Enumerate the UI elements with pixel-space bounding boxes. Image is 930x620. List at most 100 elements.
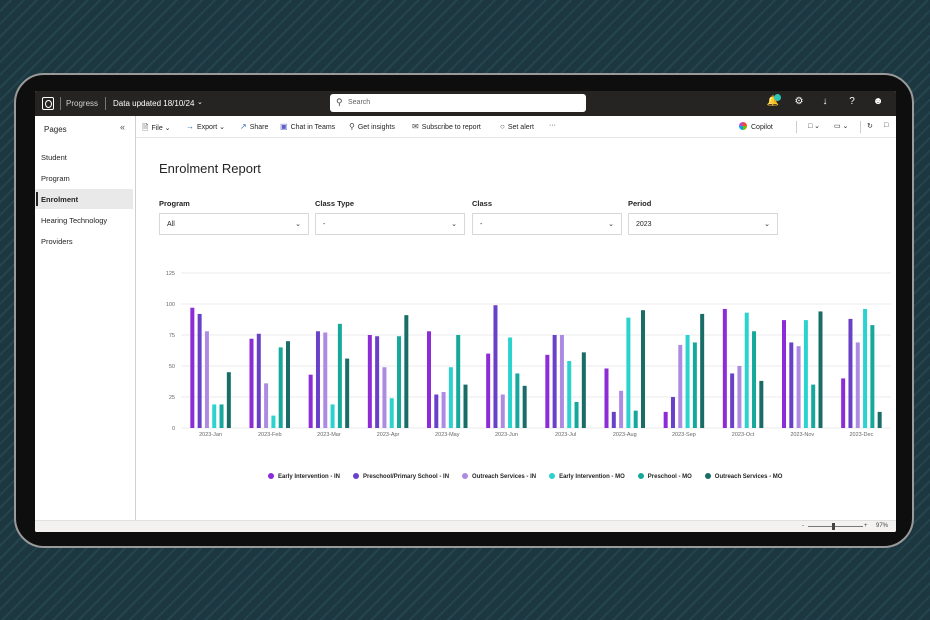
subscribe-button[interactable]: ✉ Subscribe to report (412, 122, 481, 131)
chart-bar[interactable] (818, 311, 823, 428)
zoom-level[interactable]: 97% (876, 523, 889, 529)
chart-bar[interactable] (367, 335, 372, 428)
chart-bar[interactable] (700, 313, 705, 428)
comment-icon[interactable]: □ (884, 122, 889, 129)
chart-bar[interactable] (190, 307, 195, 428)
chart-bar[interactable] (626, 317, 631, 428)
chart-bar[interactable] (500, 394, 505, 428)
slicer-dropdown[interactable]: 2023 ⌄ (628, 213, 778, 235)
chart-bar[interactable] (863, 308, 868, 428)
chart-bar[interactable] (249, 338, 254, 428)
help-icon[interactable]: ? (849, 96, 855, 107)
refresh-icon[interactable]: ↻ (867, 123, 873, 130)
chart-bar[interactable] (796, 346, 801, 428)
zoom-out-button[interactable]: - (802, 523, 804, 529)
chart-bar[interactable] (841, 378, 846, 428)
chart-bar[interactable] (730, 373, 735, 428)
chart-bar[interactable] (803, 320, 808, 428)
chart-bar[interactable] (441, 392, 446, 428)
slicer-dropdown[interactable]: - ⌄ (315, 213, 465, 235)
chart-bar[interactable] (692, 342, 697, 428)
chart-bar[interactable] (567, 361, 572, 428)
app-name[interactable]: Progress (66, 99, 99, 108)
chart-bar[interactable] (463, 384, 468, 428)
chart-bar[interactable] (641, 310, 645, 428)
share-button[interactable]: ↗ Share (240, 122, 269, 131)
powerbi-logo-icon[interactable] (42, 97, 54, 110)
download-icon[interactable]: ↓ (822, 96, 828, 107)
chart-bar[interactable] (456, 335, 461, 428)
chart-bar[interactable] (545, 354, 550, 428)
search-input[interactable]: ⚲ Search (330, 94, 586, 112)
chart-bar[interactable] (877, 411, 882, 428)
chart-bar[interactable] (752, 331, 757, 428)
chart-bar[interactable] (574, 401, 579, 428)
chart-bar[interactable] (737, 366, 742, 428)
chart-bar[interactable] (434, 394, 439, 428)
export-menu[interactable]: → Export ⌄ (186, 122, 226, 131)
chart-bar[interactable] (685, 335, 690, 428)
chart-bar[interactable] (604, 368, 609, 428)
chart-bar[interactable] (515, 373, 520, 428)
nav-item-hearing-technology[interactable]: Hearing Technology (35, 210, 133, 230)
nav-item-enrolment[interactable]: Enrolment (35, 189, 133, 209)
file-menu[interactable]: 🗎 File ⌄ (142, 123, 171, 132)
chart-bar[interactable] (337, 323, 342, 428)
gear-icon[interactable]: ⚙ (794, 96, 804, 107)
nav-item-providers[interactable]: Providers (35, 231, 133, 251)
chart-bar[interactable] (663, 411, 668, 428)
chart-bar[interactable] (404, 315, 409, 428)
notification-bell-icon[interactable]: 🔔 (766, 96, 780, 107)
chart-bar[interactable] (308, 374, 313, 428)
chart-bar[interactable] (330, 404, 335, 428)
slicer-dropdown[interactable]: All ⌄ (159, 213, 309, 235)
chart-bar[interactable] (486, 353, 491, 428)
chart-bar[interactable] (256, 333, 261, 428)
chart-bar[interactable] (448, 367, 453, 428)
chart-bar[interactable] (522, 385, 527, 428)
chart-bar[interactable] (678, 344, 683, 428)
chart-bar[interactable] (315, 331, 320, 428)
legend-item[interactable]: Outreach Services - MO (704, 473, 782, 480)
chart-bar[interactable] (552, 335, 557, 428)
chart-bar[interactable] (759, 380, 764, 428)
chart-bar[interactable] (323, 332, 328, 428)
chart-bar[interactable] (493, 305, 498, 428)
chart-bar[interactable] (397, 336, 402, 428)
chart-bar[interactable] (633, 410, 638, 428)
chart-bar[interactable] (508, 337, 513, 428)
zoom-slider-thumb[interactable] (832, 523, 835, 530)
legend-item[interactable]: Early Intervention - MO (549, 473, 625, 480)
chart-bar[interactable] (226, 372, 231, 428)
chart-bar[interactable] (264, 383, 269, 428)
chart-bar[interactable] (559, 335, 564, 428)
bookmark-icon[interactable]: □ ⌄ (808, 123, 821, 130)
legend-item[interactable]: Early Intervention - IN (268, 473, 340, 480)
chevron-down-icon[interactable]: ⌄ (197, 99, 203, 106)
chart-bar[interactable] (855, 342, 860, 428)
chart-bar[interactable] (375, 336, 380, 428)
chart-bar[interactable] (581, 352, 586, 428)
zoom-slider-track[interactable] (808, 526, 863, 527)
chart-bar[interactable] (427, 331, 431, 428)
chart-bar[interactable] (212, 404, 217, 428)
set-alert-button[interactable]: ○ Set alert (500, 122, 534, 131)
chart-bar[interactable] (197, 313, 202, 428)
chart-bar[interactable] (619, 390, 624, 428)
legend-item[interactable]: Outreach Services - IN (462, 473, 536, 480)
chart-bar[interactable] (382, 367, 387, 428)
chart-bar[interactable] (204, 331, 209, 428)
nav-item-student[interactable]: Student (35, 147, 133, 167)
chart-bar[interactable] (744, 312, 749, 428)
chart-bar[interactable] (271, 415, 276, 428)
more-options-button[interactable]: ··· (549, 122, 556, 129)
data-updated-label[interactable]: Data updated 18/10/24 (113, 99, 195, 108)
chart-bar[interactable] (722, 308, 727, 428)
zoom-in-button[interactable]: + (864, 523, 868, 529)
chart-bar[interactable] (670, 397, 675, 428)
chart-bar[interactable] (286, 341, 290, 428)
chart-bar[interactable] (278, 347, 283, 428)
slicer-dropdown[interactable]: - ⌄ (472, 213, 622, 235)
chart-bar[interactable] (811, 384, 816, 428)
copilot-button[interactable]: Copilot (739, 122, 773, 131)
